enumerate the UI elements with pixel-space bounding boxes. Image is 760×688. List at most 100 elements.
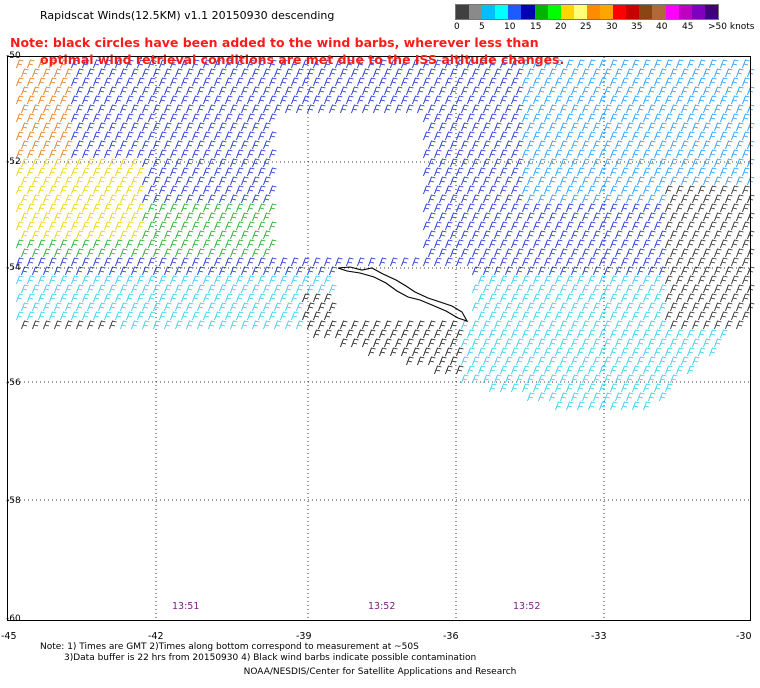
wind-barb — [489, 95, 497, 105]
wind-barb — [654, 383, 662, 393]
wind-barb — [599, 221, 607, 231]
wind-barb — [71, 275, 79, 285]
wind-barb — [566, 329, 574, 339]
wind-barb — [478, 113, 486, 123]
wind-barb — [93, 113, 101, 123]
wind-barb — [49, 185, 57, 195]
wind-barb — [511, 383, 519, 393]
wind-barb — [615, 356, 623, 366]
wind-barb — [16, 185, 24, 195]
wind-barb — [214, 311, 222, 321]
wind-barb — [335, 77, 343, 87]
wind-barb — [692, 194, 700, 204]
wind-barb — [483, 320, 491, 330]
wind-barb — [54, 122, 62, 132]
wind-barb — [659, 248, 667, 258]
wind-barb — [527, 158, 535, 168]
wind-barb — [566, 383, 574, 393]
wind-barb — [577, 131, 585, 141]
legend-swatch — [508, 5, 522, 19]
wind-barb — [439, 230, 447, 240]
wind-barb — [500, 383, 508, 393]
wind-barb — [126, 293, 134, 303]
wind-barb — [577, 77, 585, 87]
wind-barb — [643, 77, 651, 87]
wind-barb — [115, 311, 123, 321]
wind-barb — [500, 275, 508, 285]
wind-barb — [665, 383, 673, 393]
wind-barb — [263, 68, 271, 78]
wind-barb — [511, 203, 519, 213]
wind-barb — [549, 338, 557, 348]
wind-barb — [307, 86, 315, 96]
legend-swatch — [547, 5, 561, 19]
wind-barb — [577, 257, 585, 267]
wind-barb — [230, 266, 238, 276]
wind-barb — [307, 68, 315, 78]
wind-barb — [731, 257, 739, 267]
wind-barb — [599, 113, 607, 123]
wind-barb — [186, 266, 194, 276]
wind-barb — [38, 77, 46, 87]
wind-barb — [21, 86, 29, 96]
wind-barb — [483, 212, 491, 222]
wind-barb — [538, 248, 546, 258]
wind-barb — [676, 185, 684, 195]
wind-barb — [692, 86, 700, 96]
wind-barb — [247, 221, 255, 231]
wind-barb — [225, 257, 233, 267]
wind-barb — [731, 293, 739, 303]
wind-barb — [60, 311, 68, 321]
wind-barb — [621, 293, 629, 303]
wind-barb — [742, 257, 750, 267]
wind-barb — [544, 203, 552, 213]
wind-barb — [164, 86, 172, 96]
wind-barb — [577, 167, 585, 177]
wind-barb — [263, 212, 271, 222]
lon-label: -33 — [591, 631, 607, 642]
wind-barb — [148, 275, 156, 285]
wind-barb — [131, 302, 139, 312]
wind-barb — [725, 140, 733, 150]
wind-barb — [148, 185, 156, 195]
wind-barb — [467, 77, 475, 87]
wind-barb — [285, 104, 293, 114]
wind-barb — [329, 86, 337, 96]
wind-barb — [687, 167, 695, 177]
wind-barb — [615, 230, 623, 240]
wind-barb — [549, 230, 557, 240]
wind-barb — [27, 293, 35, 303]
wind-barb — [170, 275, 178, 285]
wind-barb — [505, 248, 513, 258]
wind-barb — [720, 167, 728, 177]
wind-barb — [593, 248, 601, 258]
wind-barb — [247, 239, 255, 249]
wind-barb — [588, 347, 596, 357]
wind-barb — [610, 149, 618, 159]
wind-barb — [555, 257, 563, 267]
wind-barb — [615, 212, 623, 222]
wind-barb — [252, 320, 260, 330]
wind-barb — [318, 68, 326, 78]
wind-barb — [170, 311, 178, 321]
wind-barb — [208, 86, 216, 96]
wind-barb — [115, 131, 123, 141]
wind-barb — [368, 95, 376, 105]
wind-barb — [76, 194, 84, 204]
wind-barb — [65, 122, 73, 132]
wind-barb — [258, 149, 266, 159]
wind-barb — [27, 203, 35, 213]
wind-barb — [643, 383, 651, 393]
wind-barb — [621, 239, 629, 249]
lon-label: -45 — [1, 631, 17, 642]
wind-barb — [681, 122, 689, 132]
wind-barb — [16, 203, 24, 213]
wind-barb — [181, 311, 189, 321]
wind-barb — [467, 59, 475, 69]
wind-barb — [665, 167, 673, 177]
wind-barb — [230, 194, 238, 204]
wind-barb — [170, 293, 178, 303]
wind-barb — [698, 239, 706, 249]
wind-barb — [65, 194, 73, 204]
wind-barb — [478, 221, 486, 231]
